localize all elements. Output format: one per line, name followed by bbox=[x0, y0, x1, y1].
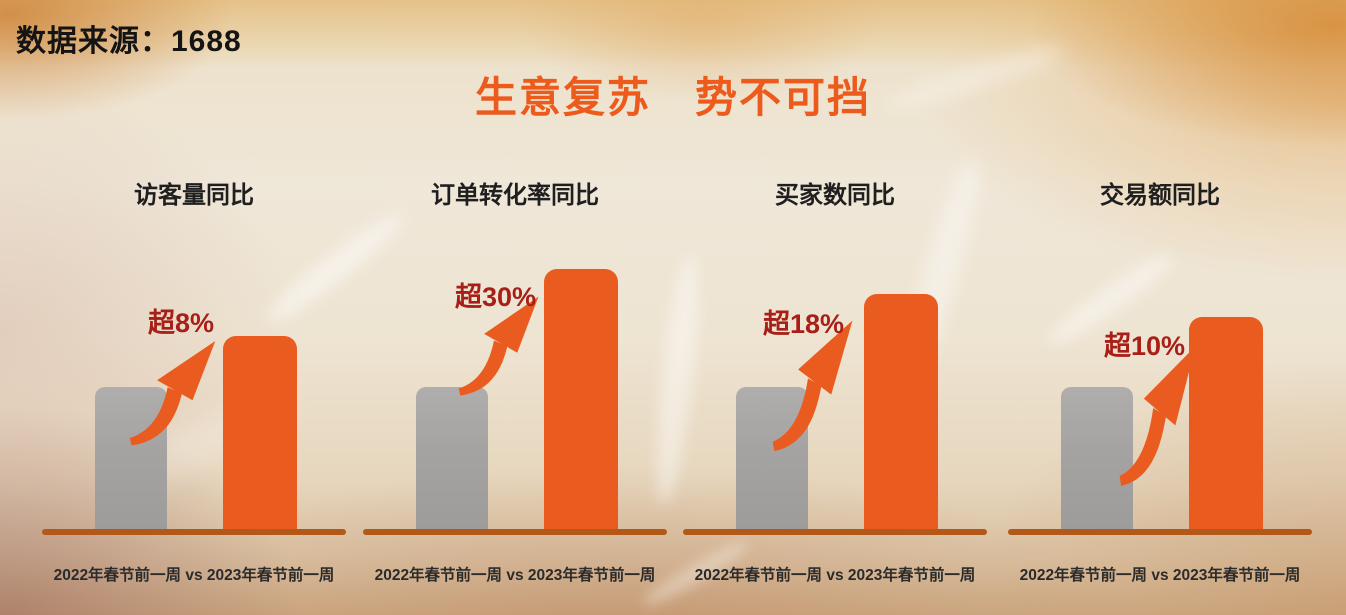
chart-heading: 访客量同比 bbox=[134, 182, 254, 209]
growth-annotation: 超18% bbox=[763, 309, 845, 339]
bar-2023 bbox=[223, 336, 297, 529]
growth-arrow-icon bbox=[1119, 346, 1196, 486]
bar-2022 bbox=[95, 387, 167, 529]
bar-2023 bbox=[864, 294, 938, 529]
chart-heading: 交易额同比 bbox=[1100, 182, 1220, 209]
chart-panel-visitors: 访客量同比 超8% 2022年春节前一周 vs 2023年春节前一周 bbox=[42, 165, 346, 595]
comparison-caption: 2022年春节前一周 vs 2023年春节前一周 bbox=[53, 567, 335, 584]
chart-plot: 超8% bbox=[42, 165, 346, 535]
baseline-axis bbox=[42, 529, 346, 535]
comparison-caption: 2022年春节前一周 vs 2023年春节前一周 bbox=[374, 567, 656, 584]
baseline-axis bbox=[363, 529, 667, 535]
chart-plot: 超10% bbox=[1008, 165, 1312, 535]
chart-plot: 超30% bbox=[363, 165, 667, 535]
bar-2023 bbox=[1189, 317, 1263, 529]
bar-2022 bbox=[736, 387, 808, 529]
chart-heading: 买家数同比 bbox=[775, 182, 895, 209]
bar-2023 bbox=[544, 269, 618, 529]
baseline-axis bbox=[683, 529, 987, 535]
comparison-caption: 2022年春节前一周 vs 2023年春节前一周 bbox=[694, 567, 976, 584]
chart-heading: 订单转化率同比 bbox=[431, 182, 599, 209]
growth-arrow-icon bbox=[129, 340, 216, 446]
growth-annotation: 超30% bbox=[455, 282, 537, 312]
chart-plot: 超18% bbox=[683, 165, 987, 535]
growth-arrow-icon bbox=[458, 296, 539, 396]
baseline-axis bbox=[1008, 529, 1312, 535]
growth-annotation: 超8% bbox=[148, 308, 215, 338]
bar-2022 bbox=[1061, 387, 1133, 529]
chart-panel-order-conversion: 订单转化率同比 超30% 2022年春节前一周 vs 2023年春节前一周 bbox=[363, 165, 667, 595]
growth-annotation: 超10% bbox=[1104, 331, 1186, 361]
chart-panel-buyers: 买家数同比 超18% 2022年春节前一周 vs 2023年春节前一周 bbox=[683, 165, 987, 595]
data-source-label: 数据来源：1688 bbox=[16, 25, 242, 58]
growth-arrow-icon bbox=[772, 320, 853, 452]
bar-2022 bbox=[416, 387, 488, 529]
comparison-caption: 2022年春节前一周 vs 2023年春节前一周 bbox=[1019, 567, 1301, 584]
page-title: 生意复苏 势不可挡 bbox=[474, 74, 871, 121]
chart-panel-transaction-value: 交易额同比 超10% 2022年春节前一周 vs 2023年春节前一周 bbox=[1008, 165, 1312, 595]
